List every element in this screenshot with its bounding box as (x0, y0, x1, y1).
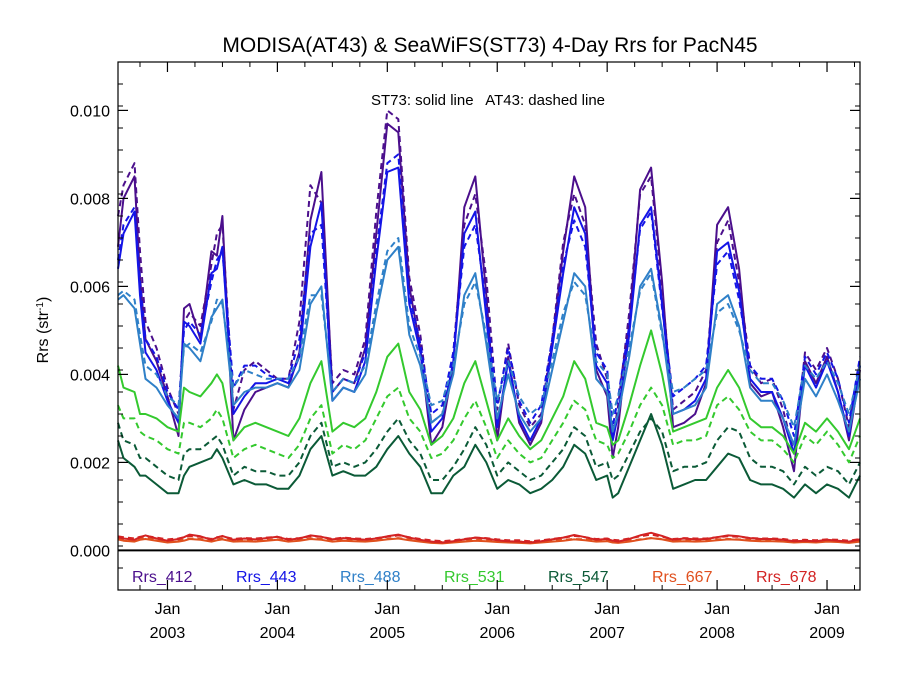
x-tick-label-year: 2003 (150, 625, 186, 642)
x-tick-label-year: 2005 (370, 625, 406, 642)
x-tick-label-month: Jan (484, 601, 510, 618)
line-style-annotation: ST73: solid line AT43: dashed line (371, 92, 605, 109)
x-tick-label-month: Jan (594, 601, 620, 618)
plot-lines (117, 109, 861, 545)
legend-item-rrs-443: Rrs_443 (236, 569, 297, 586)
x-tick-label-month: Jan (704, 601, 730, 618)
series-rrs-678-dashed-line (117, 533, 861, 543)
series-rrs-547-dashed-line (117, 417, 861, 486)
legend-item-rrs-531: Rrs_531 (444, 569, 505, 586)
y-axis-label-superscript: -1 (35, 302, 46, 311)
x-tick-label-year: 2008 (699, 625, 735, 642)
series-rrs-531-solid-line (117, 329, 861, 455)
series-rrs-667-dashed-line (117, 537, 861, 543)
y-axis-label-close: ) (35, 297, 52, 302)
legend-item-rrs-412: Rrs_412 (132, 569, 193, 586)
x-tick-label-year: 2004 (260, 625, 296, 642)
y-tick-label: 0.006 (70, 279, 110, 296)
x-tick-label-year: 2006 (479, 625, 515, 642)
series-rrs-488-solid-line (117, 245, 861, 446)
y-tick-label: 0.002 (70, 455, 110, 472)
axes: 0.000 0.002 0.004 0.006 0.008 0.010 Jan 2003 Jan… (70, 61, 860, 642)
x-tick-label-year: 2009 (809, 625, 845, 642)
series-rrs-547-solid-line (117, 413, 861, 499)
legend: Rrs_412 Rrs_443 Rrs_488 Rrs_531 Rrs_547 Rrs_6… (132, 569, 817, 586)
series-rrs-531-dashed-line (117, 386, 861, 464)
x-tick-label-month: Jan (155, 601, 181, 618)
series-rrs-412-solid-line (117, 122, 861, 473)
y-tick-label: 0.010 (70, 103, 110, 120)
x-tick-label-month: Jan (374, 601, 400, 618)
chart-title: MODISA(AT43) & SeaWiFS(ST73) 4-Day Rrs f… (222, 34, 757, 57)
y-axis-label: Rrs (str-1) (35, 297, 53, 364)
legend-item-rrs-547: Rrs_547 (548, 569, 609, 586)
y-axis-label-text: Rrs (str (35, 310, 52, 363)
legend-item-rrs-488: Rrs_488 (340, 569, 401, 586)
series-rrs-443-dashed-line (117, 153, 861, 437)
series-rrs-443-solid-line (117, 166, 861, 455)
x-tick-label-year: 2007 (589, 625, 625, 642)
x-tick-label-month: Jan (814, 601, 840, 618)
series-rrs-412-dashed-line (117, 109, 861, 455)
y-tick-label: 0.004 (70, 367, 110, 384)
legend-item-rrs-678: Rrs_678 (756, 569, 817, 586)
legend-item-rrs-667: Rrs_667 (652, 569, 713, 586)
y-tick-label: 0.000 (70, 543, 110, 560)
y-tick-label: 0.008 (70, 191, 110, 208)
series-rrs-488-dashed-line (117, 237, 861, 429)
x-tick-label-month: Jan (264, 601, 290, 618)
